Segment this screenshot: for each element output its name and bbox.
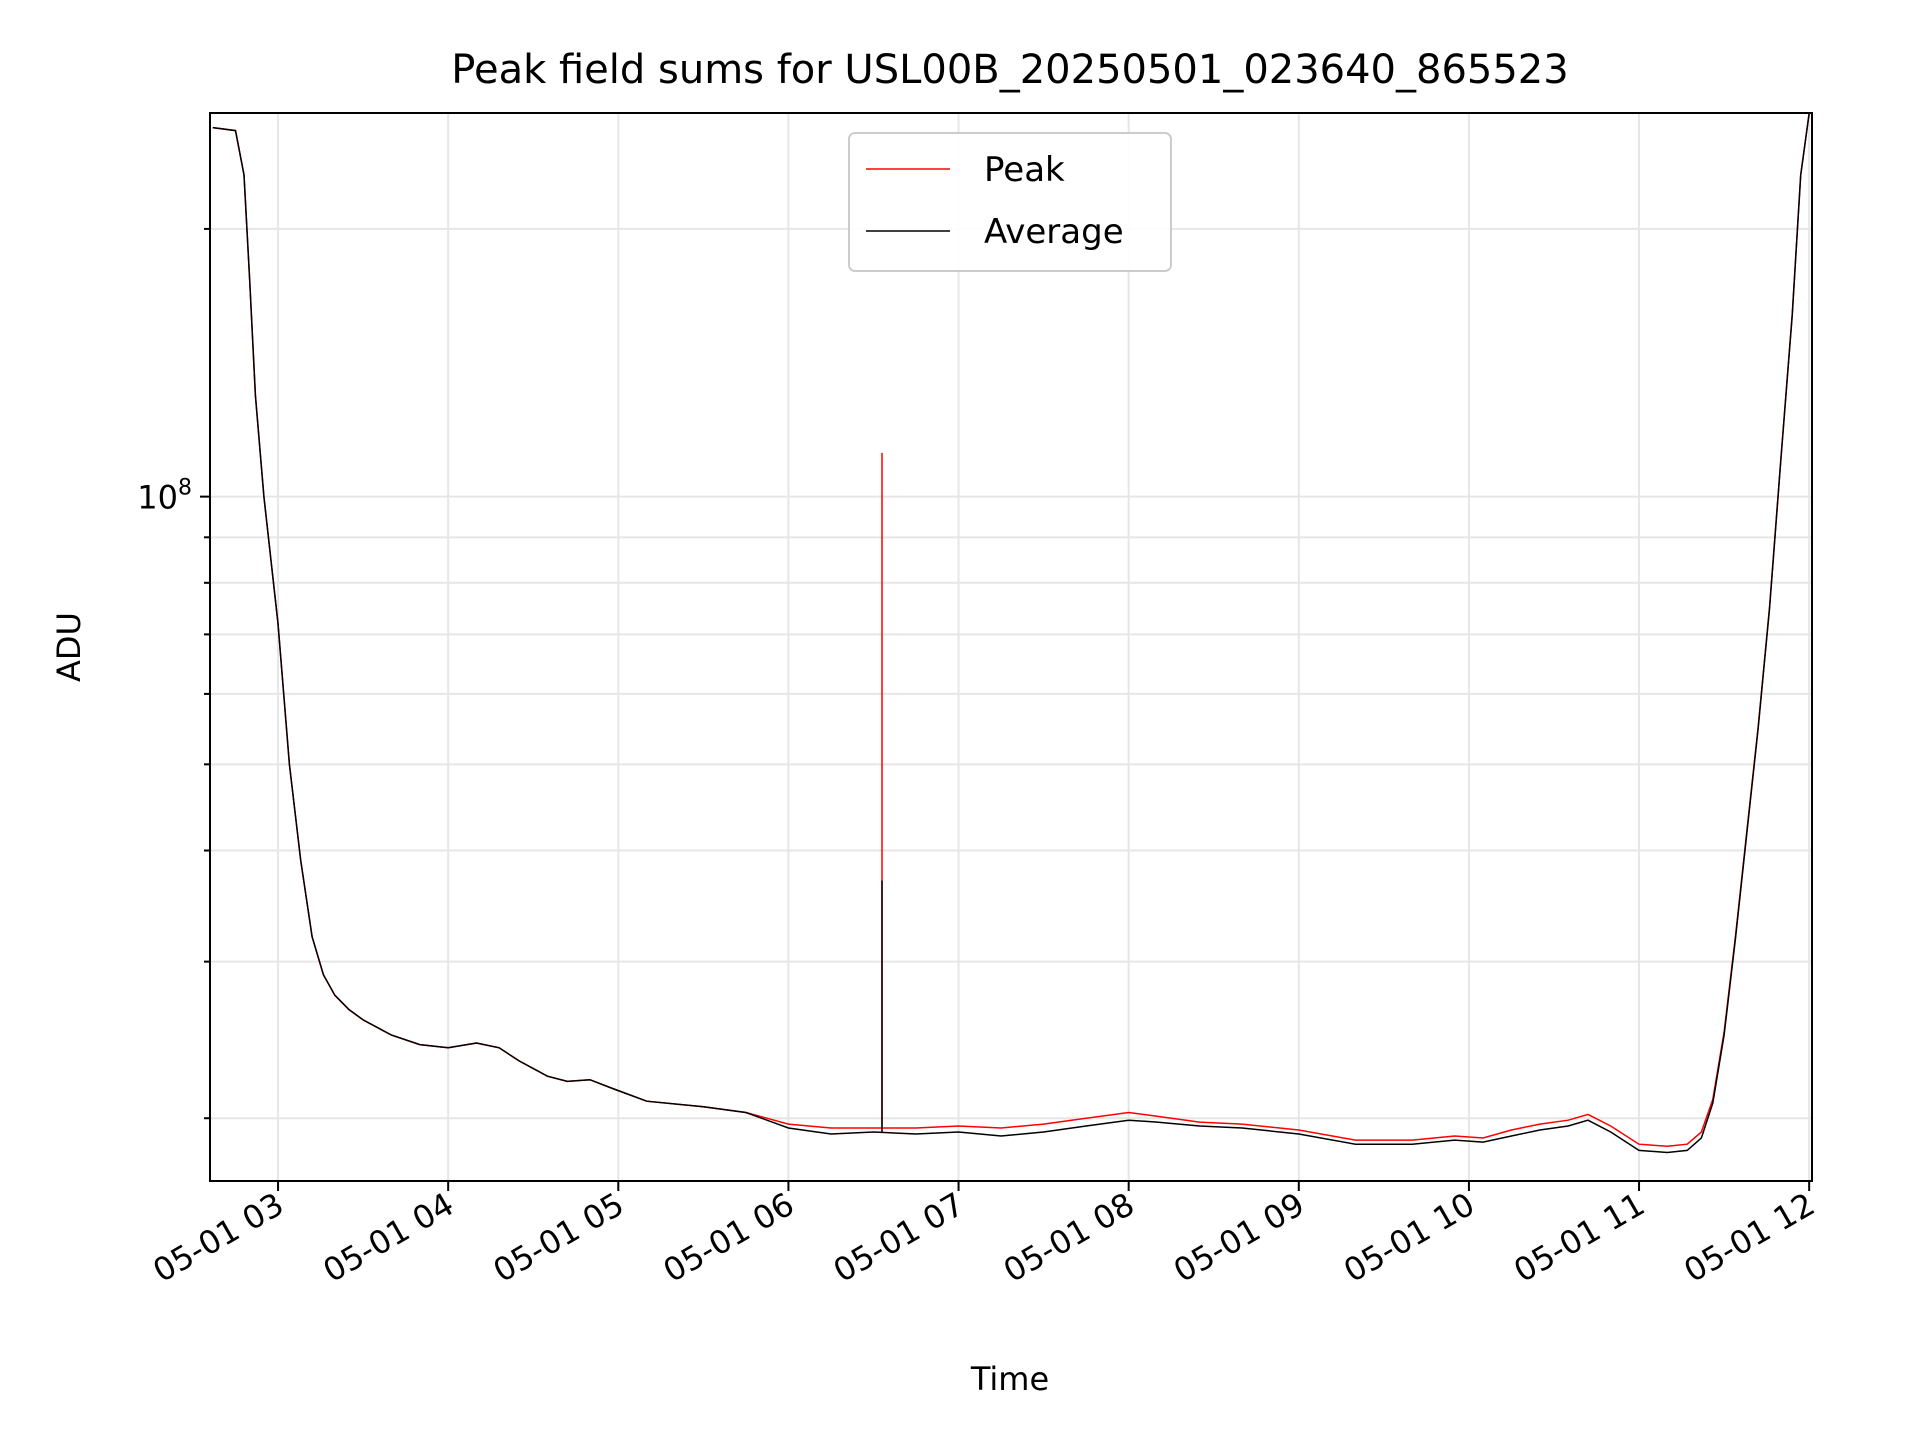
series-layer [212, 112, 1810, 1154]
y-axis-label: ADU [50, 612, 88, 682]
legend-box [848, 132, 1172, 272]
y-tick-label: 108 [137, 476, 192, 517]
x-axis-label: Time [970, 1360, 1049, 1398]
series-line-average [212, 112, 1810, 1154]
plot-frame [209, 112, 1813, 1182]
grid-layer [210, 113, 1812, 1181]
legend: Peak Average [848, 132, 1172, 272]
chart-title: Peak field sums for USL00B_20250501_0236… [451, 47, 1568, 93]
legend-label-average: Average [984, 212, 1124, 252]
legend-label-peak: Peak [984, 150, 1065, 190]
